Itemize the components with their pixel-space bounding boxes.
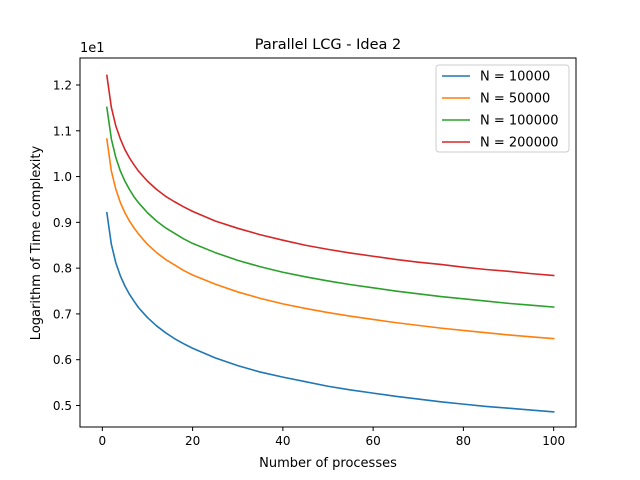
x-axis-label: Number of processes bbox=[259, 456, 397, 471]
y-tick-label: 1.1 bbox=[53, 124, 72, 138]
legend-label-1: N = 10000 bbox=[480, 70, 550, 85]
x-axis: 0 20 40 60 80 100 bbox=[99, 427, 565, 448]
legend: N = 10000 N = 50000 N = 100000 N = 200000 bbox=[435, 64, 570, 153]
x-tick-label: 80 bbox=[456, 434, 471, 448]
series-line-4 bbox=[105, 74, 555, 277]
series-line-1 bbox=[105, 211, 555, 413]
series-line-2 bbox=[105, 138, 555, 340]
y-tick-label: 1.2 bbox=[53, 79, 72, 93]
x-tick-label: 40 bbox=[275, 434, 290, 448]
x-tick-label: 0 bbox=[99, 434, 107, 448]
legend-box bbox=[435, 64, 570, 153]
y-tick-label: 1.0 bbox=[53, 170, 72, 184]
y-tick-label: 0.8 bbox=[53, 262, 72, 276]
y-axis-label: Logarithm of Time complexity bbox=[29, 146, 44, 341]
plot-frame bbox=[79, 57, 577, 428]
legend-label-3: N = 100000 bbox=[480, 114, 559, 129]
y-tick-label: 0.6 bbox=[53, 353, 72, 367]
y-tick-label: 0.7 bbox=[53, 307, 72, 321]
series-layer bbox=[105, 74, 555, 413]
x-tick-label: 100 bbox=[542, 434, 565, 448]
x-tick-label: 20 bbox=[185, 434, 200, 448]
y-tick-label: 0.5 bbox=[53, 399, 72, 413]
x-tick-label: 60 bbox=[365, 434, 380, 448]
legend-label-2: N = 50000 bbox=[480, 92, 550, 107]
y-axis: 0.5 0.6 0.7 0.8 0.9 1.0 1.1 1.2 bbox=[53, 79, 80, 413]
y-offset-label: 1e1 bbox=[80, 41, 105, 56]
chart-title: Parallel LCG - Idea 2 bbox=[255, 37, 401, 53]
legend-label-4: N = 200000 bbox=[480, 136, 559, 151]
y-tick-label: 0.9 bbox=[53, 216, 72, 230]
series-line-3 bbox=[105, 106, 555, 308]
